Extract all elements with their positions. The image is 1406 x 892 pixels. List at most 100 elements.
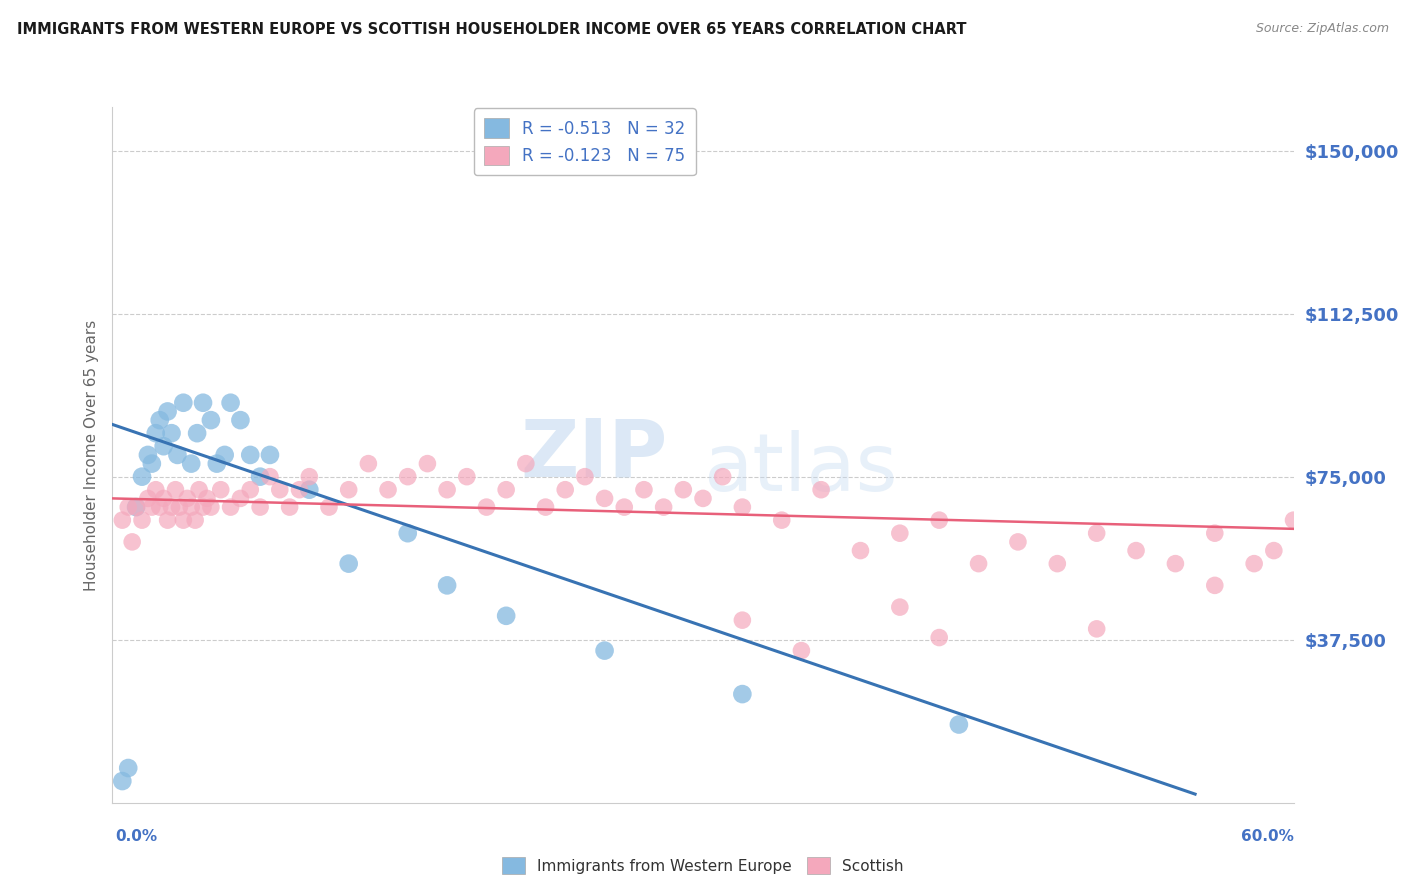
Point <box>1204 526 1226 541</box>
Point <box>1007 535 1029 549</box>
Text: atlas: atlas <box>703 430 897 508</box>
Point <box>136 448 159 462</box>
Text: 0.0%: 0.0% <box>115 830 157 844</box>
Point <box>191 396 214 410</box>
Point <box>200 413 222 427</box>
Point <box>141 457 163 471</box>
Point <box>396 526 419 541</box>
Point <box>172 513 194 527</box>
Point <box>191 500 214 514</box>
Text: Source: ZipAtlas.com: Source: ZipAtlas.com <box>1256 22 1389 36</box>
Point <box>889 526 911 541</box>
Point <box>711 469 734 483</box>
Point <box>948 717 970 731</box>
Point <box>176 491 198 506</box>
Point <box>672 483 695 497</box>
Point <box>889 600 911 615</box>
Point <box>152 439 174 453</box>
Point <box>141 500 163 514</box>
Point <box>186 426 208 441</box>
Point <box>111 774 134 789</box>
Point <box>169 500 191 514</box>
Point <box>229 413 252 427</box>
Point <box>125 500 148 514</box>
Point <box>209 483 232 497</box>
Point <box>131 513 153 527</box>
Point <box>152 491 174 506</box>
Legend: R = -0.513   N = 32, R = -0.123   N = 75: R = -0.513 N = 32, R = -0.123 N = 75 <box>474 109 696 175</box>
Point <box>1085 622 1108 636</box>
Point <box>515 457 537 471</box>
Point <box>239 483 262 497</box>
Point <box>554 483 576 497</box>
Point <box>229 491 252 506</box>
Point <box>195 491 218 506</box>
Point <box>298 469 321 483</box>
Point <box>111 513 134 527</box>
Point <box>200 500 222 514</box>
Point <box>416 457 439 471</box>
Point <box>436 483 458 497</box>
Point <box>731 613 754 627</box>
Point <box>1164 557 1187 571</box>
Point <box>160 426 183 441</box>
Point <box>475 500 498 514</box>
Point <box>259 448 281 462</box>
Point <box>219 396 242 410</box>
Point <box>166 448 188 462</box>
Point <box>145 426 167 441</box>
Point <box>928 513 950 527</box>
Point <box>652 500 675 514</box>
Point <box>495 483 517 497</box>
Point <box>298 483 321 497</box>
Point <box>121 535 143 549</box>
Point <box>337 483 360 497</box>
Point <box>156 513 179 527</box>
Point <box>574 469 596 483</box>
Point <box>1282 513 1305 527</box>
Point <box>160 500 183 514</box>
Point <box>117 761 139 775</box>
Point <box>1085 526 1108 541</box>
Point <box>318 500 340 514</box>
Point <box>269 483 291 497</box>
Point <box>288 483 311 497</box>
Point <box>731 500 754 514</box>
Point <box>180 457 202 471</box>
Point <box>249 500 271 514</box>
Point <box>117 500 139 514</box>
Point <box>456 469 478 483</box>
Point <box>149 413 172 427</box>
Point <box>165 483 187 497</box>
Point <box>770 513 793 527</box>
Point <box>396 469 419 483</box>
Point <box>249 469 271 483</box>
Point <box>731 687 754 701</box>
Point <box>593 643 616 657</box>
Point <box>136 491 159 506</box>
Point <box>633 483 655 497</box>
Point <box>790 643 813 657</box>
Point <box>534 500 557 514</box>
Point <box>436 578 458 592</box>
Point <box>357 457 380 471</box>
Point <box>377 483 399 497</box>
Point <box>1243 557 1265 571</box>
Point <box>928 631 950 645</box>
Point <box>259 469 281 483</box>
Point <box>337 557 360 571</box>
Point <box>180 500 202 514</box>
Legend: Immigrants from Western Europe, Scottish: Immigrants from Western Europe, Scottish <box>496 851 910 880</box>
Point <box>692 491 714 506</box>
Point <box>214 448 236 462</box>
Point <box>593 491 616 506</box>
Point <box>967 557 990 571</box>
Y-axis label: Householder Income Over 65 years: Householder Income Over 65 years <box>83 319 98 591</box>
Point <box>1125 543 1147 558</box>
Point <box>495 608 517 623</box>
Text: 60.0%: 60.0% <box>1240 830 1294 844</box>
Point <box>810 483 832 497</box>
Point <box>1204 578 1226 592</box>
Point <box>278 500 301 514</box>
Point <box>172 396 194 410</box>
